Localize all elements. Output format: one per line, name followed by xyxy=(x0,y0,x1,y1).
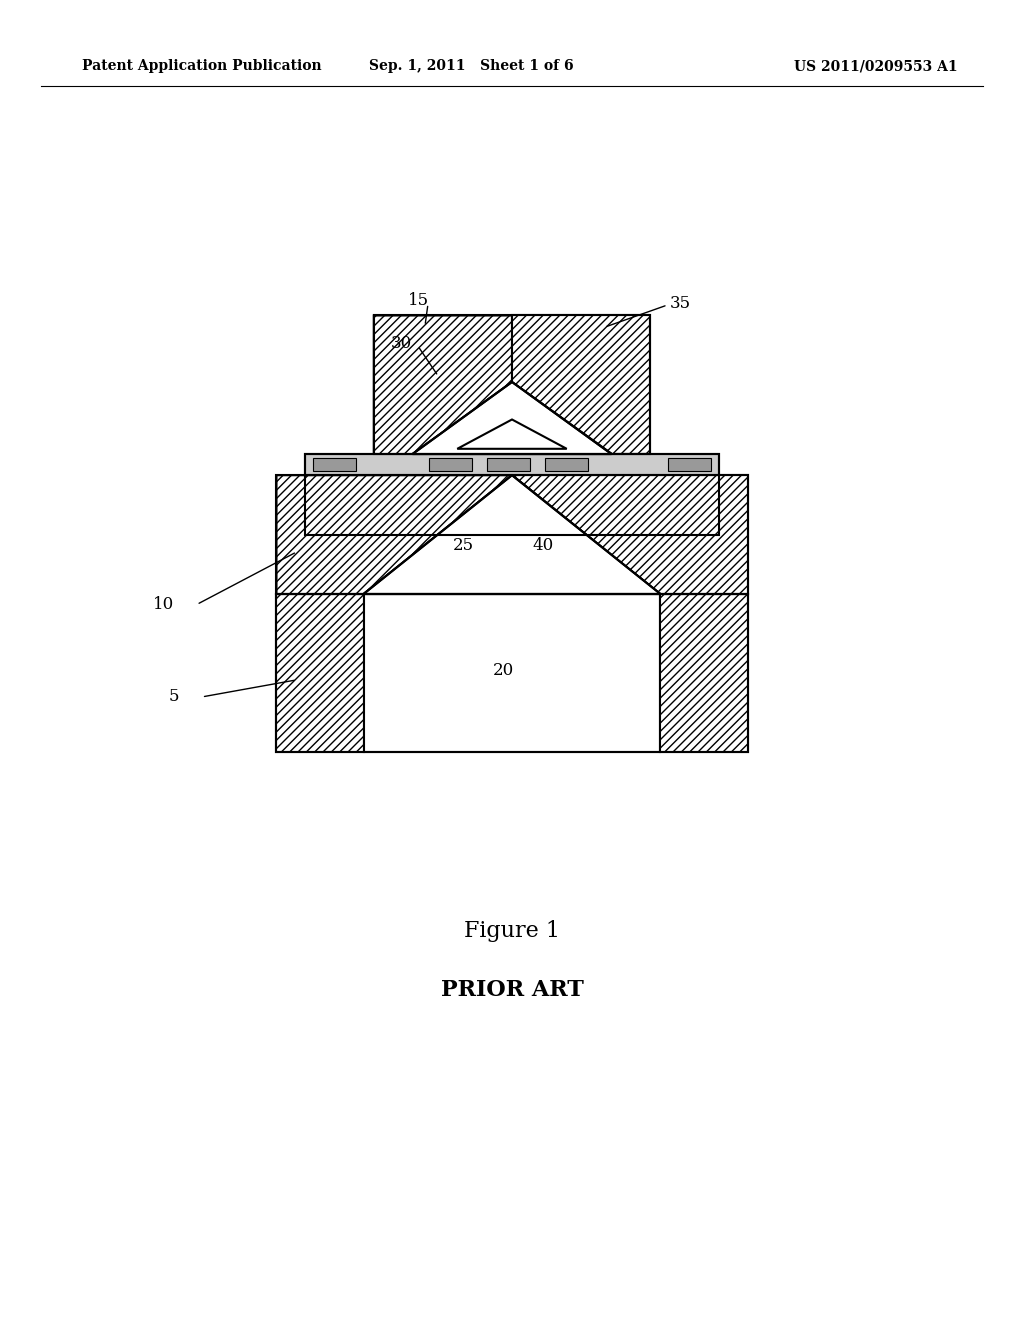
Polygon shape xyxy=(276,475,512,594)
Polygon shape xyxy=(413,381,611,454)
Bar xyxy=(660,594,748,752)
Text: 15: 15 xyxy=(408,293,429,309)
Polygon shape xyxy=(364,475,660,594)
Text: 20: 20 xyxy=(494,663,514,678)
Bar xyxy=(305,454,719,475)
Text: Sep. 1, 2011   Sheet 1 of 6: Sep. 1, 2011 Sheet 1 of 6 xyxy=(369,59,573,74)
Text: 40: 40 xyxy=(532,537,553,553)
Polygon shape xyxy=(512,475,748,594)
Bar xyxy=(276,594,364,752)
Bar xyxy=(313,458,356,471)
Text: 30: 30 xyxy=(391,335,413,351)
Bar xyxy=(364,594,660,752)
Bar xyxy=(545,458,588,471)
Text: 5: 5 xyxy=(169,689,179,705)
Bar xyxy=(668,458,711,471)
Text: 35: 35 xyxy=(670,296,691,312)
Polygon shape xyxy=(374,315,512,454)
Text: 10: 10 xyxy=(153,597,174,612)
Text: 25: 25 xyxy=(454,537,474,553)
Bar xyxy=(487,458,530,471)
Text: US 2011/0209553 A1: US 2011/0209553 A1 xyxy=(794,59,957,74)
Text: Patent Application Publication: Patent Application Publication xyxy=(82,59,322,74)
Text: Figure 1: Figure 1 xyxy=(464,920,560,941)
Text: PRIOR ART: PRIOR ART xyxy=(440,979,584,1001)
Polygon shape xyxy=(512,315,650,454)
Bar xyxy=(429,458,472,471)
